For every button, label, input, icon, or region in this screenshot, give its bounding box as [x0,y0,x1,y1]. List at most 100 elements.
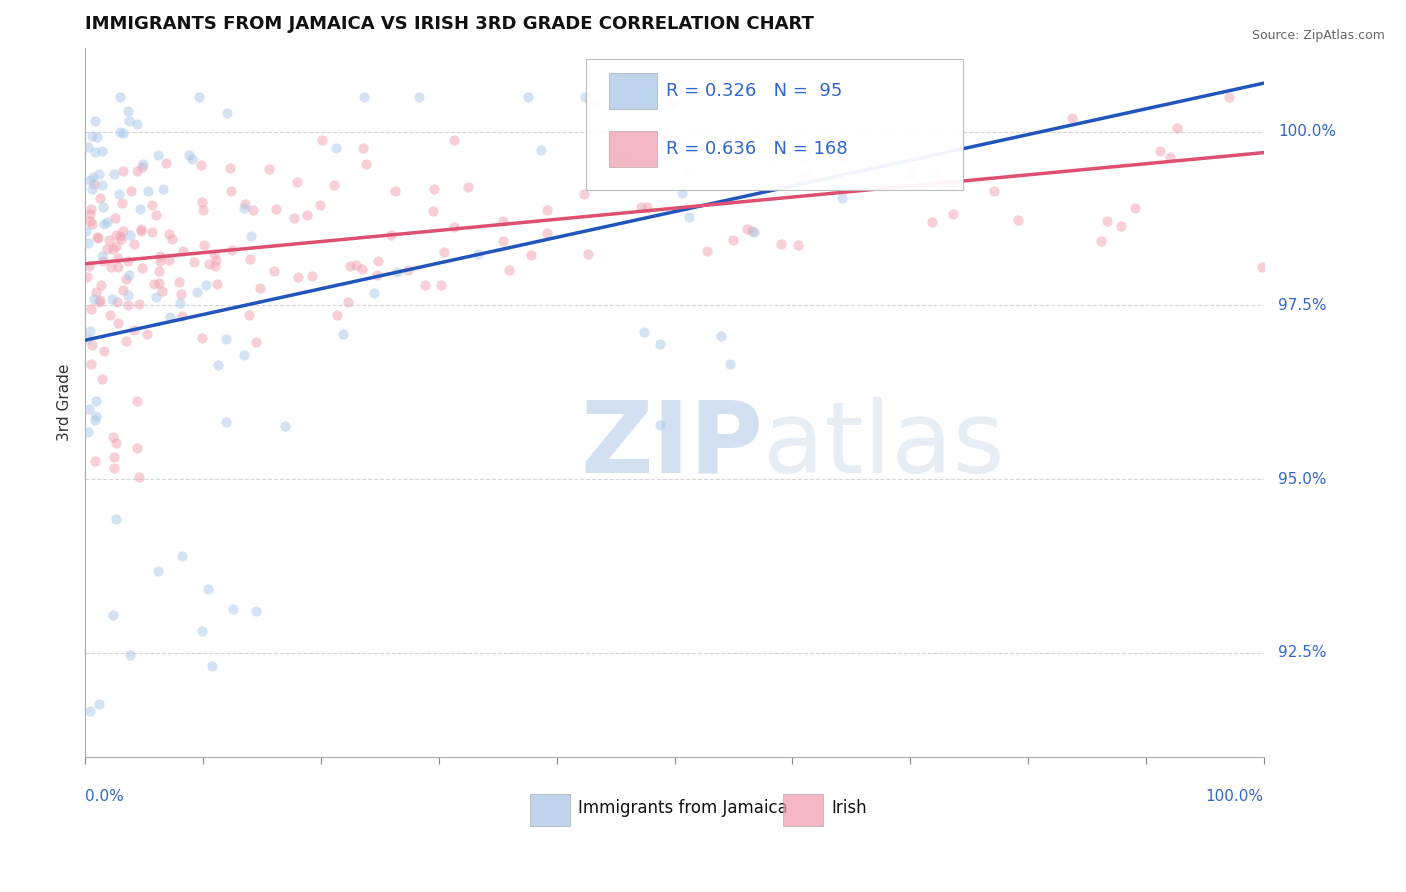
Point [115,272,138,286]
Text: 97.5%: 97.5% [1278,298,1326,313]
Point [1095,213,1118,227]
Point [93,217,115,231]
Point [75,224,97,238]
Point [117,103,139,118]
Point [86,230,108,244]
Point [900,168,922,182]
Point [831,152,853,166]
Point [636,200,658,214]
Point [396,262,419,277]
Point [217,106,239,120]
Point [942,207,965,221]
Point [103,450,125,464]
Point [983,185,1005,199]
Point [118,648,141,662]
Point [84,145,107,159]
Point [141,198,163,212]
Point [107,260,129,274]
Point [679,144,702,158]
Point [120,184,142,198]
Point [574,90,596,104]
Point [96,242,118,256]
Point [191,203,214,218]
Point [83,412,105,426]
Point [148,276,170,290]
Point [433,245,456,260]
Point [82,169,104,184]
Point [80,202,103,217]
Point [700,150,723,164]
Point [249,281,271,295]
Point [287,269,309,284]
Point [530,144,553,158]
Point [238,308,260,322]
Point [155,155,177,169]
Point [744,225,766,239]
Point [718,357,741,371]
Point [457,180,479,194]
Point [76,270,98,285]
Point [77,259,100,273]
Point [105,512,128,526]
Point [77,401,100,416]
Point [352,141,374,155]
Point [786,238,808,252]
Point [186,285,208,299]
Point [103,461,125,475]
Point [1062,112,1084,126]
Point [89,167,111,181]
Point [367,254,389,268]
Point [1250,260,1272,274]
Point [90,278,112,293]
Point [86,130,108,145]
Point [118,114,141,128]
Point [214,332,236,346]
Point [204,259,226,273]
Text: Irish: Irish [831,799,868,817]
Point [84,409,107,423]
Point [344,258,367,272]
Point [84,394,107,409]
Point [492,234,515,248]
Point [100,260,122,275]
Point [352,262,374,277]
FancyBboxPatch shape [586,59,963,190]
Point [492,214,515,228]
Point [354,157,377,171]
Point [110,125,132,139]
Point [150,284,173,298]
Point [423,182,446,196]
Point [111,196,134,211]
Point [77,139,100,153]
Text: R = 0.326   N =  95: R = 0.326 N = 95 [666,82,842,100]
Point [105,228,128,243]
Point [197,257,219,271]
Point [101,607,124,622]
Point [76,332,98,346]
Point [257,162,280,177]
Point [148,264,170,278]
Point [630,200,652,214]
Point [245,604,267,618]
Point [274,418,297,433]
Text: Source: ZipAtlas.com: Source: ZipAtlas.com [1251,29,1385,42]
Point [89,293,111,308]
Point [190,157,212,171]
Point [125,393,148,408]
Point [180,153,202,167]
Point [83,292,105,306]
Point [159,310,181,324]
Point [157,227,180,242]
Point [98,308,121,322]
Point [79,214,101,228]
FancyBboxPatch shape [530,795,569,826]
Point [245,334,267,349]
Point [239,252,262,266]
Point [430,277,453,292]
Point [219,184,242,198]
Point [648,417,671,432]
Point [136,326,159,341]
Point [443,133,465,147]
Point [136,184,159,198]
Point [149,249,172,263]
